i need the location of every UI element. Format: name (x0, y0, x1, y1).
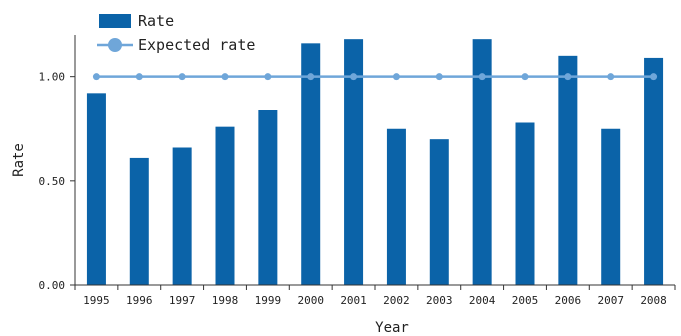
legend-label-expected-rate: Expected rate (138, 36, 255, 54)
x-tick-label-1997: 1997 (169, 294, 196, 307)
y-tick-label: 0.00 (39, 279, 66, 292)
x-tick-label-2005: 2005 (512, 294, 539, 307)
expected-rate-point-2001 (350, 73, 358, 81)
expected-rate-point-2006 (564, 73, 572, 81)
bar-rate-1996 (129, 157, 149, 285)
legend-swatch-rate (99, 14, 131, 28)
bar-series-rate (86, 39, 664, 286)
x-tick-label-1996: 1996 (126, 294, 153, 307)
y-tick-label: 1.00 (39, 71, 66, 84)
expected-rate-point-1996 (135, 73, 143, 81)
bar-rate-2006 (558, 55, 578, 286)
x-tick-label-2000: 2000 (297, 294, 324, 307)
x-axis-title: Year (375, 320, 409, 336)
x-tick-label-2004: 2004 (469, 294, 496, 307)
x-tick-label-2006: 2006 (555, 294, 582, 307)
expected-rate-point-2003 (435, 73, 443, 81)
y-tick-label: 0.50 (39, 175, 66, 188)
y-axis-title: Rate (11, 143, 27, 177)
x-tick-label-2007: 2007 (597, 294, 624, 307)
x-tick-label-2008: 2008 (640, 294, 667, 307)
legend-marker-expected-rate (108, 38, 122, 52)
legend-label-rate: Rate (138, 12, 174, 30)
bar-rate-2002 (386, 128, 406, 285)
expected-rate-point-2004 (478, 73, 486, 81)
bar-rate-1995 (86, 93, 106, 285)
expected-rate-point-2008 (650, 73, 658, 81)
expected-rate-point-1997 (178, 73, 186, 81)
line-series-expected-rate (92, 73, 658, 81)
bar-rate-1999 (258, 110, 278, 285)
x-tick-label-2002: 2002 (383, 294, 410, 307)
expected-rate-point-2005 (521, 73, 529, 81)
expected-rate-point-2002 (392, 73, 400, 81)
x-axis-ticks: 1995 1996 1997 1998 1999 2000 2001 2002 2003 2004… (74, 285, 676, 307)
expected-rate-point-1998 (221, 73, 229, 81)
x-tick-label-1998: 1998 (212, 294, 239, 307)
legend: Rate Expected rate (97, 12, 255, 54)
bar-rate-2005 (515, 122, 535, 285)
bar-rate-2000 (301, 43, 321, 286)
bar-rate-2007 (601, 128, 621, 285)
expected-rate-point-1995 (92, 73, 100, 81)
x-tick-label-1995: 1995 (83, 294, 110, 307)
expected-rate-point-1999 (264, 73, 272, 81)
x-tick-label-2001: 2001 (340, 294, 367, 307)
bar-rate-1997 (172, 147, 192, 285)
bar-rate-2001 (344, 39, 364, 285)
bar-rate-2004 (472, 39, 492, 285)
expected-rate-point-2007 (607, 73, 615, 81)
x-tick-label-1999: 1999 (255, 294, 282, 307)
bar-rate-1998 (215, 126, 235, 286)
expected-rate-point-2000 (307, 73, 315, 81)
bar-rate-2008 (644, 57, 664, 285)
bar-rate-2003 (429, 139, 449, 285)
y-axis-ticks: 0.00 0.50 1.00 (39, 71, 75, 292)
x-tick-label-2003: 2003 (426, 294, 453, 307)
